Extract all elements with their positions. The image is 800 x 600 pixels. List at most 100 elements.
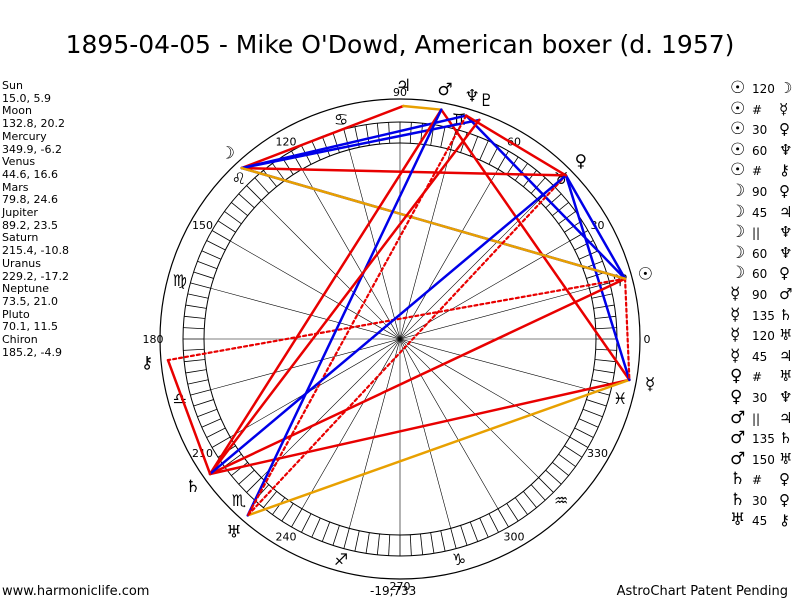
aspect-planet-a: ☿ bbox=[730, 283, 741, 304]
zodiac-sign-glyph: ♌ bbox=[232, 169, 246, 188]
aspect-planet-a: ☽ bbox=[730, 242, 746, 263]
aspect-line bbox=[240, 104, 405, 170]
aspect-row: ☿ 120 ♅ bbox=[730, 326, 792, 347]
aspect-line bbox=[240, 166, 627, 280]
aspect-planet-b: ♆ bbox=[779, 387, 793, 406]
position-value: 79.8, 24.6 bbox=[2, 193, 58, 207]
degree-tick bbox=[530, 484, 546, 501]
degree-tick bbox=[440, 530, 446, 552]
degree-tick bbox=[224, 211, 242, 225]
degree-tick bbox=[187, 293, 209, 299]
patent-notice: AstroChart Patent Pending bbox=[616, 584, 788, 599]
degree-tick bbox=[530, 177, 546, 194]
position-value: 15.0, 5.9 bbox=[2, 91, 51, 105]
planet-positions-list: Sun 15.0, 5.9 Moon 132.8, 20.2 Mercury 3… bbox=[2, 79, 69, 359]
aspect-row: ♂ 150 ♅ bbox=[730, 449, 793, 471]
planet-glyph: ☽ bbox=[220, 144, 235, 164]
aspect-planet-b: ♆ bbox=[779, 140, 793, 159]
aspect-row: ☉ 30 ♀ bbox=[730, 120, 792, 141]
aspect-planet-b: ♃ bbox=[779, 202, 793, 221]
position-value: 229.2, -17.2 bbox=[2, 269, 69, 283]
aspect-planet-b: ♆ bbox=[779, 223, 793, 242]
degree-tick bbox=[321, 136, 331, 157]
aspect-planet-b: ☽ bbox=[779, 79, 793, 97]
degree-label: 330 bbox=[587, 447, 608, 460]
degree-label: 240 bbox=[276, 530, 297, 543]
planet-glyph: ♆ bbox=[465, 86, 480, 106]
zodiac-sign-glyph: ♍ bbox=[173, 271, 187, 290]
aspect-row: ☽ 60 ♆ bbox=[730, 242, 792, 265]
aspect-planet-b: ☿ bbox=[779, 99, 789, 118]
aspect-angle: 135 bbox=[752, 432, 775, 447]
aspect-line bbox=[208, 118, 481, 476]
degree-tick bbox=[506, 156, 519, 175]
aspect-line bbox=[564, 174, 631, 382]
degree-tick bbox=[246, 477, 262, 493]
degree-tick bbox=[497, 150, 509, 170]
degree-tick bbox=[263, 491, 277, 508]
aspect-row: ♄ # ♀ bbox=[730, 470, 792, 491]
aspect-line bbox=[246, 378, 631, 517]
aspect-planet-a: ♄ bbox=[730, 489, 746, 510]
planet-glyph: ☿ bbox=[645, 375, 655, 395]
position-value: 132.8, 20.2 bbox=[2, 117, 65, 131]
aspect-planet-b: ♅ bbox=[779, 367, 793, 386]
position-name: Neptune bbox=[2, 282, 50, 296]
aspect-angle: 90 bbox=[752, 184, 768, 199]
degree-tick bbox=[586, 399, 607, 407]
zodiac-sign-glyph: ♋ bbox=[334, 110, 348, 129]
aspect-row: ☉ # ☿ bbox=[730, 99, 792, 121]
degree-tick bbox=[388, 534, 391, 556]
degree-tick bbox=[238, 469, 255, 485]
degree-tick bbox=[569, 436, 589, 448]
degree-tick bbox=[183, 348, 205, 351]
aspect-planet-a: ☿ bbox=[730, 325, 741, 346]
degree-label: 0 bbox=[644, 333, 651, 346]
aspect-planet-a: ☉ bbox=[730, 139, 746, 160]
aspect-row: ♄ 30 ♀ bbox=[730, 489, 792, 512]
aspect-planet-a: ☽ bbox=[730, 201, 746, 222]
aspect-angle: 45 bbox=[752, 514, 768, 529]
degree-tick bbox=[184, 315, 206, 319]
wheel-spoke bbox=[210, 287, 590, 391]
aspect-line bbox=[240, 118, 481, 170]
degree-tick bbox=[185, 369, 207, 374]
aspect-planet-b: ♅ bbox=[779, 449, 793, 468]
aspect-row: ♂ 135 ♄ bbox=[730, 428, 792, 450]
degree-tick bbox=[545, 469, 562, 485]
zodiac-sign-glyph: ♒ bbox=[554, 491, 568, 510]
aspect-planet-a: ♅ bbox=[730, 510, 746, 531]
aspect-angle: 150 bbox=[752, 452, 775, 467]
degree-tick bbox=[593, 304, 615, 309]
position-name: Venus bbox=[2, 155, 36, 169]
position-name: Sun bbox=[2, 79, 23, 92]
degree-tick bbox=[211, 230, 231, 242]
aspect-planet-a: ☽ bbox=[730, 180, 746, 201]
degree-tick bbox=[281, 503, 294, 522]
degree-tick bbox=[231, 462, 248, 476]
aspect-angle: # bbox=[752, 102, 763, 117]
degree-tick bbox=[254, 177, 270, 194]
degree-tick bbox=[301, 513, 312, 533]
degree-tick bbox=[187, 379, 209, 385]
aspect-angle: 60 bbox=[752, 267, 768, 282]
degree-tick bbox=[184, 359, 206, 363]
aspect-line bbox=[402, 104, 443, 111]
zodiac-sign-glyph: ♐ bbox=[334, 550, 348, 569]
aspect-planet-a: ☽ bbox=[730, 222, 746, 243]
aspect-planet-b: ♀ bbox=[779, 264, 790, 283]
aspect-angle: 45 bbox=[752, 349, 768, 364]
aspect-planet-b: ♀ bbox=[779, 120, 790, 139]
aspect-planet-a: ☽ bbox=[730, 263, 746, 284]
aspect-angle: # bbox=[752, 473, 763, 488]
aspect-planet-b: ♀ bbox=[779, 470, 790, 489]
degree-tick bbox=[552, 202, 569, 216]
degree-tick bbox=[183, 327, 205, 330]
degree-tick bbox=[578, 418, 599, 428]
aspect-row: ☿ 90 ♂ bbox=[730, 283, 792, 306]
degree-tick bbox=[211, 436, 231, 448]
aspect-line bbox=[246, 114, 468, 517]
website-link[interactable]: www.harmoniclife.com bbox=[2, 584, 150, 599]
degree-tick bbox=[591, 293, 613, 299]
degree-tick bbox=[593, 369, 615, 374]
